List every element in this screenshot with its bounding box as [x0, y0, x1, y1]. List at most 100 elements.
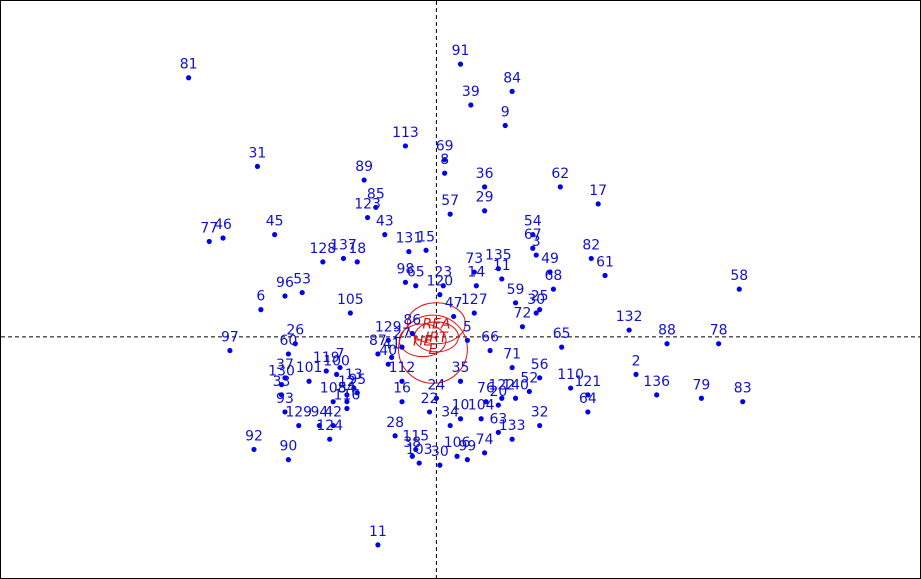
point-label-107: 94	[310, 405, 328, 421]
point-label-100: 10	[452, 398, 470, 414]
data-point-13	[373, 204, 379, 210]
point-label-15: 57	[441, 193, 459, 209]
data-point-35	[550, 286, 557, 292]
data-point-117	[437, 462, 443, 468]
point-label-113: 74	[476, 432, 494, 448]
data-point-71	[585, 392, 591, 398]
point-label-104: 63	[489, 411, 507, 427]
point-label-7: 31	[249, 145, 267, 161]
point-label-45: 6	[256, 289, 265, 305]
point-label-59: 26	[286, 323, 304, 339]
point-label-58: 97	[221, 330, 239, 346]
point-label-46: 105	[337, 292, 364, 308]
data-point-116	[416, 460, 422, 466]
point-label-41: 120	[426, 274, 453, 290]
point-label-114: 106	[444, 435, 471, 451]
point-label-18: 46	[214, 217, 232, 233]
data-point-109	[327, 436, 333, 442]
data-point-44	[299, 289, 305, 296]
point-label-83: 101	[296, 360, 323, 376]
data-point-49	[537, 307, 543, 313]
data-point-68	[633, 371, 639, 378]
data-point-77	[399, 378, 405, 384]
point-label-69: 136	[643, 374, 670, 390]
group-label-1: IRT	[425, 330, 449, 346]
data-point-8	[442, 170, 448, 176]
data-point-30	[602, 272, 608, 279]
point-label-8: 8	[440, 152, 449, 168]
data-point-66	[385, 361, 391, 367]
data-point-72	[537, 375, 543, 381]
data-point-94	[426, 409, 433, 415]
data-point-39	[413, 283, 419, 289]
data-point-12	[595, 201, 601, 207]
data-point-57	[464, 337, 470, 343]
data-point-70	[568, 385, 574, 391]
point-label-3: 39	[462, 84, 480, 100]
data-point-36	[736, 286, 742, 292]
point-label-106: 129	[285, 405, 312, 421]
data-point-85	[344, 392, 350, 398]
point-label-2: 84	[503, 70, 521, 86]
point-label-101: 104	[468, 398, 495, 414]
point-label-75: 64	[579, 391, 597, 407]
point-label-116: 103	[406, 442, 433, 458]
point-label-115: 99	[458, 439, 476, 455]
point-label-23: 15	[417, 229, 435, 245]
data-point-112	[409, 453, 415, 459]
point-label-108: 42	[324, 405, 342, 421]
point-label-47: 127	[461, 292, 488, 308]
point-label-4: 9	[501, 104, 510, 120]
data-point-80	[337, 364, 343, 371]
data-point-90	[344, 405, 350, 412]
data-point-120	[375, 542, 381, 548]
point-label-22: 131	[396, 231, 423, 247]
point-label-20: 43	[376, 214, 394, 230]
data-point-102	[537, 422, 543, 429]
point-label-37: 14	[467, 265, 485, 281]
data-point-16	[364, 214, 371, 221]
data-point-89	[344, 399, 350, 405]
data-point-52	[626, 327, 632, 333]
data-point-47	[471, 310, 477, 316]
data-point-63	[409, 330, 415, 337]
data-point-106	[296, 422, 302, 429]
data-point-113	[481, 450, 488, 456]
point-label-55: 65	[553, 326, 571, 342]
point-label-19: 45	[266, 214, 284, 230]
point-label-68: 2	[632, 353, 641, 369]
point-label-28: 18	[348, 241, 366, 257]
data-point-17	[206, 238, 212, 245]
point-label-103: 34	[441, 405, 459, 421]
point-label-9: 89	[355, 159, 373, 175]
data-point-38	[402, 279, 409, 285]
group-ellipse-0	[406, 302, 466, 345]
data-point-53	[664, 341, 670, 347]
data-point-20	[382, 232, 388, 238]
data-point-19	[272, 232, 278, 238]
point-label-42: 59	[507, 282, 525, 298]
point-label-71: 121	[574, 374, 601, 390]
point-label-35: 68	[545, 268, 563, 284]
data-point-118	[251, 446, 257, 453]
point-label-79: 100	[323, 353, 350, 369]
data-point-42	[512, 300, 519, 306]
point-label-90: 116	[334, 388, 361, 404]
point-label-25: 3	[532, 234, 541, 250]
data-point-75	[585, 409, 591, 415]
data-point-25	[533, 252, 539, 258]
point-label-74: 83	[734, 381, 752, 397]
data-point-114	[454, 453, 460, 459]
point-label-78: 119	[313, 350, 340, 366]
data-point-6	[442, 156, 448, 163]
point-label-56: 66	[481, 330, 499, 346]
data-point-32	[471, 269, 477, 275]
point-label-51: 72	[514, 306, 532, 322]
data-point-22	[406, 249, 412, 255]
point-label-65: 41	[383, 336, 401, 352]
point-label-82: 130	[268, 364, 295, 380]
data-point-43	[282, 293, 288, 299]
point-label-102: 32	[531, 405, 549, 421]
